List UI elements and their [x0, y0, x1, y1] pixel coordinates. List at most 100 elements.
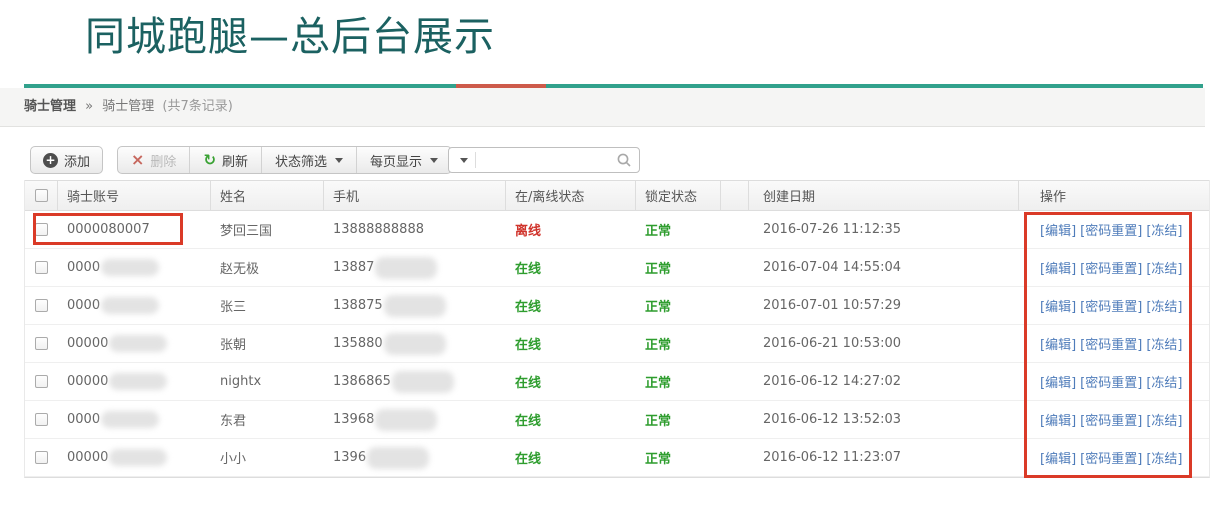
cell-lock-status: 正常: [645, 224, 672, 239]
table-row[interactable]: 0000 赵无极 13887 在线 正常 2016-07-04 14:55:04…: [25, 249, 1209, 287]
redaction-blur: [109, 449, 168, 466]
cell-account: 00000: [58, 363, 211, 400]
cell-created-date: 2016-07-04 14:55:04: [763, 260, 902, 275]
password-reset-link[interactable]: [密码重置]: [1080, 262, 1143, 277]
cell-online-status: 在线: [515, 262, 542, 277]
table-row[interactable]: 00000 小小 1396 在线 正常 2016-06-12 11:23:07 …: [25, 439, 1209, 477]
cell-actions: [编辑] [密码重置] [冻结]: [1019, 325, 1209, 362]
refresh-button[interactable]: ↻ 刷新: [189, 147, 261, 173]
password-reset-link[interactable]: [密码重置]: [1080, 338, 1143, 353]
header-account[interactable]: 骑士账号: [58, 181, 211, 210]
cell-name: 张三: [220, 300, 247, 315]
page-title: 同城跑腿—总后台展示: [85, 14, 495, 60]
header-name[interactable]: 姓名: [211, 181, 324, 210]
cell-phone: 13887: [324, 249, 506, 286]
freeze-link[interactable]: [冻结]: [1146, 224, 1183, 239]
chevron-down-icon: [335, 157, 344, 163]
select-all-checkbox[interactable]: [34, 189, 48, 202]
cell-lock-status: 正常: [645, 376, 672, 391]
edit-link[interactable]: [编辑]: [1040, 262, 1077, 277]
add-button[interactable]: + 添加: [30, 146, 104, 174]
freeze-link[interactable]: [冻结]: [1146, 262, 1183, 277]
breadcrumb-page[interactable]: 骑士管理: [102, 99, 155, 114]
cell-account: 0000: [58, 287, 211, 324]
cell-lock-status: 正常: [645, 262, 672, 277]
edit-link[interactable]: [编辑]: [1040, 338, 1077, 353]
edit-link[interactable]: [编辑]: [1040, 414, 1077, 429]
cell-lock-status: 正常: [645, 452, 672, 467]
freeze-link[interactable]: [冻结]: [1146, 338, 1183, 353]
table-row[interactable]: 0000 张三 138875 在线 正常 2016-07-01 10:57:29…: [25, 287, 1209, 325]
breadcrumb-bar: 骑士管理 » 骑士管理 (共7条记录): [0, 88, 1205, 127]
header-phone[interactable]: 手机: [324, 181, 506, 210]
search-category-dropdown[interactable]: [449, 148, 475, 172]
cell-created-date: 2016-06-12 11:23:07: [763, 450, 902, 465]
cell-actions: [编辑] [密码重置] [冻结]: [1019, 249, 1209, 286]
edit-link[interactable]: [编辑]: [1040, 224, 1077, 239]
page-size-label: 每页显示: [370, 154, 423, 170]
search-input[interactable]: [476, 149, 616, 171]
row-checkbox[interactable]: [35, 223, 48, 236]
chevron-down-icon: [430, 157, 439, 163]
table-row[interactable]: 0000 东君 13968 在线 正常 2016-06-12 13:52:03 …: [25, 401, 1209, 439]
delete-x-icon: ×: [131, 150, 145, 169]
search-box: [448, 147, 640, 173]
row-checkbox[interactable]: [35, 337, 48, 350]
password-reset-link[interactable]: [密码重置]: [1080, 452, 1143, 467]
page-size-dropdown[interactable]: 每页显示: [356, 147, 451, 173]
search-icon[interactable]: [616, 152, 639, 168]
add-button-label: 添加: [64, 154, 91, 170]
breadcrumb-separator: »: [85, 99, 94, 114]
redaction-blur: [391, 370, 454, 393]
record-count-note: (共7条记录): [162, 99, 233, 114]
password-reset-link[interactable]: [密码重置]: [1080, 414, 1143, 429]
redaction-blur: [101, 411, 160, 428]
password-reset-link[interactable]: [密码重置]: [1080, 376, 1143, 391]
redaction-blur: [383, 332, 446, 355]
cell-created-date: 2016-06-12 14:27:02: [763, 374, 902, 389]
toolbar: + 添加 × 删除 ↻ 刷新 状态筛选 每页显示: [30, 146, 453, 174]
cell-actions: [编辑] [密码重置] [冻结]: [1019, 439, 1209, 476]
row-checkbox[interactable]: [35, 451, 48, 464]
plus-circle-icon: +: [43, 152, 58, 168]
table-row[interactable]: 00000 张朝 135880 在线 正常 2016-06-21 10:53:0…: [25, 325, 1209, 363]
delete-button-label: 删除: [150, 154, 177, 170]
cell-online-status: 在线: [515, 376, 542, 391]
row-checkbox[interactable]: [35, 299, 48, 312]
header-select-all[interactable]: [25, 181, 58, 210]
password-reset-link[interactable]: [密码重置]: [1080, 224, 1143, 239]
header-created-date[interactable]: 创建日期: [749, 181, 1019, 210]
row-checkbox[interactable]: [35, 261, 48, 274]
table-row[interactable]: 00000 nightx 1386865 在线 正常 2016-06-12 14…: [25, 363, 1209, 401]
delete-button[interactable]: × 删除: [118, 147, 189, 173]
cell-name: 赵无极: [220, 262, 260, 277]
cell-created-date: 2016-07-01 10:57:29: [763, 298, 902, 313]
redaction-blur: [101, 259, 160, 276]
header-lock-status[interactable]: 锁定状态: [636, 181, 721, 210]
header-online-status[interactable]: 在/离线状态: [506, 181, 636, 210]
cell-name: 张朝: [220, 338, 247, 353]
row-checkbox[interactable]: [35, 413, 48, 426]
freeze-link[interactable]: [冻结]: [1146, 452, 1183, 467]
edit-link[interactable]: [编辑]: [1040, 376, 1077, 391]
refresh-button-label: 刷新: [222, 154, 249, 170]
cell-account: 0000: [58, 401, 211, 438]
cell-name: 梦回三国: [220, 224, 273, 239]
cell-phone: 138875: [324, 287, 506, 324]
edit-link[interactable]: [编辑]: [1040, 300, 1077, 315]
freeze-link[interactable]: [冻结]: [1146, 300, 1183, 315]
status-filter-dropdown[interactable]: 状态筛选: [261, 147, 356, 173]
redaction-blur: [375, 408, 438, 431]
freeze-link[interactable]: [冻结]: [1146, 414, 1183, 429]
edit-link[interactable]: [编辑]: [1040, 452, 1077, 467]
freeze-link[interactable]: [冻结]: [1146, 376, 1183, 391]
table-row[interactable]: 0000080007 梦回三国 13888888888 离线 正常 2016-0…: [25, 211, 1209, 249]
row-checkbox[interactable]: [35, 375, 48, 388]
breadcrumb-section[interactable]: 骑士管理: [24, 99, 77, 114]
cell-phone: 1396: [324, 439, 506, 476]
password-reset-link[interactable]: [密码重置]: [1080, 300, 1143, 315]
redaction-blur: [109, 335, 168, 352]
refresh-icon: ↻: [203, 150, 217, 169]
cell-phone: 135880: [324, 325, 506, 362]
redaction-blur: [109, 373, 168, 390]
